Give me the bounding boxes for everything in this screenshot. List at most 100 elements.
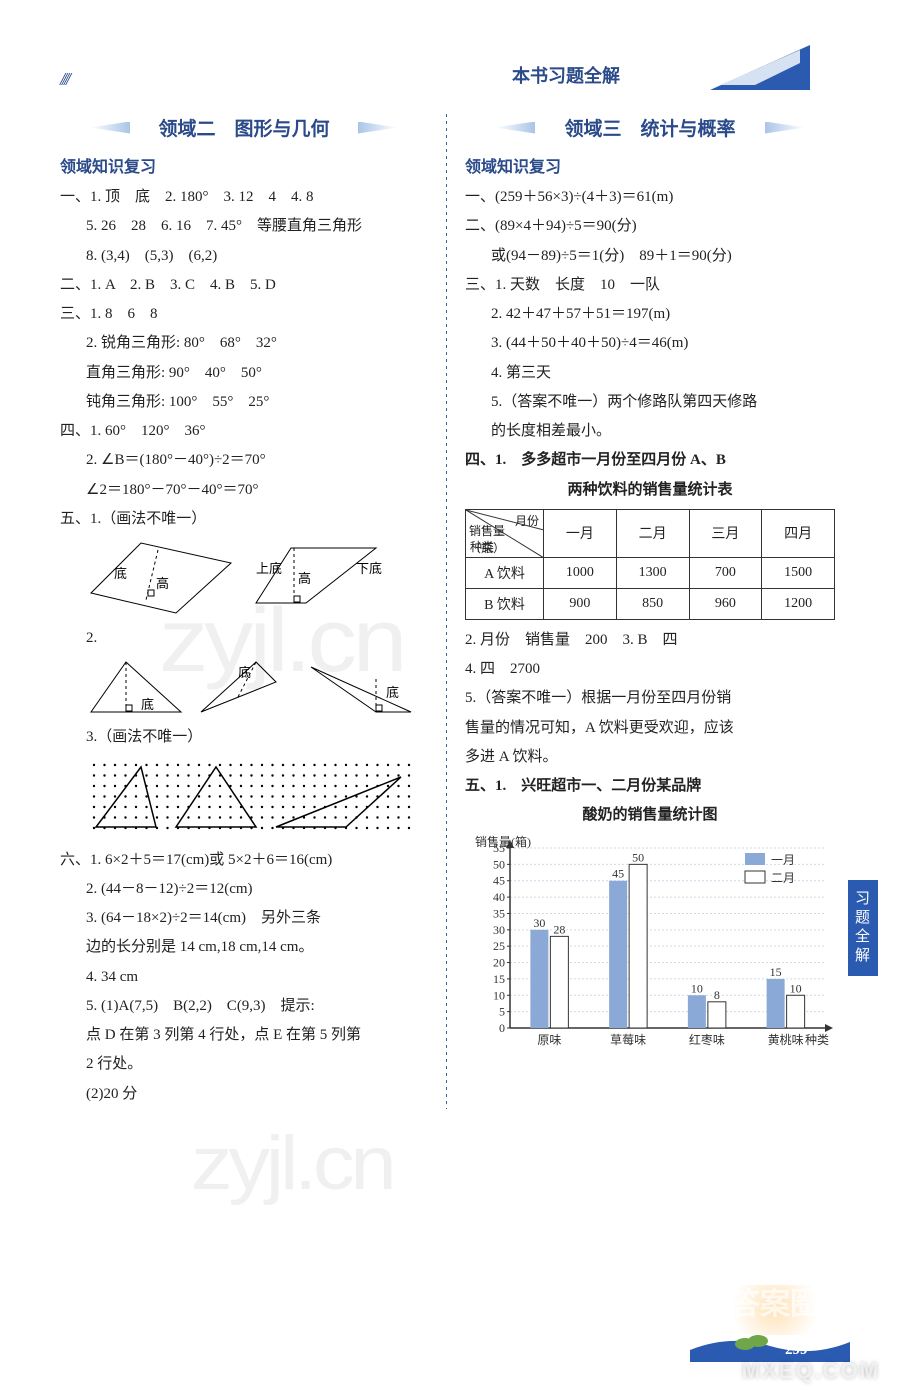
r-4-lead: 四、1. 多多超市一月份至四月份 A、B (465, 446, 835, 475)
svg-text:种类: 种类 (805, 1033, 829, 1047)
l-3-3: 直角三角形: 90° 40° 50° (60, 359, 428, 388)
fig5-1: 底 高 下底 上底 高 (86, 538, 428, 618)
svg-text:15: 15 (493, 971, 505, 985)
l-5-1: 五、1.（画法不唯一） (60, 505, 428, 534)
watermark-icon: zyjl.cn (191, 1120, 392, 1207)
l-5-2: 2. (60, 624, 428, 653)
l-1-1: 一、1. 顶 底 2. 180° 3. 12 4 4. 8 (60, 183, 428, 212)
answer-badge-icon: 答案圈 (720, 1285, 830, 1335)
l-6-6: (2)20 分 (60, 1080, 428, 1109)
footer-watermark: MXEQ.COM (742, 1358, 880, 1384)
l-4-2: 2. ∠B＝(180°－40°)÷2＝70° (60, 446, 428, 475)
svg-text:草莓味: 草莓味 (610, 1033, 646, 1047)
svg-text:10: 10 (790, 981, 802, 995)
side-tab: 习题全解 (848, 880, 878, 976)
svg-text:28: 28 (553, 922, 565, 936)
l-6-2: 2. (44－8－12)÷2＝12(cm) (60, 875, 428, 904)
col-1: 一月 (544, 509, 617, 557)
r-3-5: 5.（答案不唯一）两个修路队第四天修路 (465, 388, 835, 417)
l-3-2: 2. 锐角三角形: 80° 68° 32° (60, 329, 428, 358)
sales-table: 月份 销售量（瓶） 种类 一月 二月 三月 四月 A 饮料 1000 1300 … (465, 509, 835, 620)
r-4-4: 4. 四 2700 (465, 655, 835, 684)
l-6-5b: 点 D 在第 3 列第 4 行处，点 E 在第 5 列第 (60, 1021, 428, 1050)
l-4-3: ∠2＝180°－70°－40°＝70° (60, 476, 428, 505)
table-row: B 饮料 900 850 960 1200 (466, 588, 835, 619)
right-column: 领域三 统计与概率 领域知识复习 一、(259＋56×3)÷(4＋3)＝61(m… (465, 110, 835, 1109)
r-4-5c: 多进 A 饮料。 (465, 743, 835, 772)
table-row: A 饮料 1000 1300 700 1500 (466, 557, 835, 588)
l-1-3: 8. (3,4) (5,3) (6,2) (60, 242, 428, 271)
left-column: 领域二 图形与几何 领域知识复习 一、1. 顶 底 2. 180° 3. 12 … (60, 110, 428, 1109)
section-title-left: 领域二 图形与几何 (60, 110, 428, 145)
svg-text:高: 高 (298, 571, 311, 586)
svg-text:5: 5 (499, 1004, 505, 1018)
l-6-1: 六、1. 6×2＋5＝17(cm)或 5×2＋6＝16(cm) (60, 846, 428, 875)
table-diag-header: 月份 销售量（瓶） 种类 (466, 509, 544, 557)
l-6-5: 5. (1)A(7,5) B(2,2) C(9,3) 提示: (60, 992, 428, 1021)
r-3-5b: 的长度相差最小。 (465, 417, 835, 446)
r-4-5b: 售量的情况可知，A 饮料更受欢迎，应该 (465, 714, 835, 743)
subhead-right: 领域知识复习 (465, 153, 835, 177)
col-4: 四月 (762, 509, 835, 557)
svg-text:299: 299 (785, 1342, 808, 1358)
col-2: 二月 (616, 509, 689, 557)
l-5-3: 3.（画法不唯一） (60, 723, 428, 752)
svg-text:底: 底 (141, 697, 154, 712)
r-3-3: 3. (44＋50＋40＋50)÷4＝46(m) (465, 329, 835, 358)
l-6-5c: 2 行处。 (60, 1050, 428, 1079)
svg-text:红枣味: 红枣味 (689, 1032, 725, 1047)
r-3-2: 2. 42＋47＋57＋51＝197(m) (465, 300, 835, 329)
r-3-1: 三、1. 天数 长度 10 一队 (465, 271, 835, 300)
svg-text:10: 10 (493, 988, 505, 1002)
svg-text:上底: 上底 (256, 561, 282, 576)
svg-text:底: 底 (386, 685, 399, 700)
svg-text:底: 底 (114, 566, 127, 581)
svg-text:50: 50 (493, 857, 505, 871)
page-header: //// 本书习题全解 (0, 40, 900, 100)
l-3-1: 三、1. 8 6 8 (60, 300, 428, 329)
svg-text:8: 8 (714, 987, 720, 1001)
column-divider (446, 114, 447, 1109)
r-4-2: 2. 月份 销售量 200 3. B 四 (465, 626, 835, 655)
svg-text:原味: 原味 (537, 1033, 561, 1047)
svg-text:销售量(箱): 销售量(箱) (475, 834, 531, 849)
r-2a: 二、(89×4＋94)÷5＝90(分) (465, 212, 835, 241)
svg-text:20: 20 (493, 955, 505, 969)
fig5-2: 底 底 底 (86, 657, 428, 717)
svg-text:0: 0 (499, 1021, 505, 1035)
svg-text:下底: 下底 (356, 561, 382, 576)
svg-text:35: 35 (493, 906, 505, 920)
svg-text:25: 25 (493, 939, 505, 953)
col-3: 三月 (689, 509, 762, 557)
l-3-4: 钝角三角形: 100° 55° 25° (60, 388, 428, 417)
l-6-3b: 边的长分别是 14 cm,18 cm,14 cm。 (60, 933, 428, 962)
bar-chart: 0510152025303540455055销售量(箱)种类一月二月3028原味… (465, 833, 835, 1063)
r-4-lead2: 两种饮料的销售量统计表 (465, 476, 835, 505)
dot-grid-fig (86, 757, 416, 837)
header-title: 本书习题全解 (512, 62, 620, 88)
svg-text:40: 40 (493, 890, 505, 904)
svg-text:10: 10 (691, 981, 703, 995)
r-5-lead2: 酸奶的销售量统计图 (465, 801, 835, 830)
r-5-lead: 五、1. 兴旺超市一、二月份某品牌 (465, 772, 835, 801)
svg-text:二月: 二月 (771, 871, 795, 885)
svg-text:黄桃味: 黄桃味 (768, 1032, 804, 1047)
triangle-ruler-icon (700, 35, 820, 95)
subhead-left: 领域知识复习 (60, 153, 428, 177)
svg-text:高: 高 (156, 576, 169, 591)
svg-text:30: 30 (533, 915, 545, 929)
l-1-2: 5. 26 28 6. 16 7. 45° 等腰直角三角形 (60, 212, 428, 241)
svg-text:15: 15 (770, 964, 782, 978)
r-3-4: 4. 第三天 (465, 359, 835, 388)
section-title-right: 领域三 统计与概率 (465, 110, 835, 145)
svg-text:一月: 一月 (771, 853, 795, 867)
r-2b: 或(94－89)÷5＝1(分) 89＋1＝90(分) (465, 242, 835, 271)
l-6-3: 3. (64－18×2)÷2＝14(cm) 另外三条 (60, 904, 428, 933)
svg-text:底: 底 (238, 665, 251, 680)
header-strokes: //// (60, 69, 68, 90)
svg-text:45: 45 (612, 866, 624, 880)
l-4-1: 四、1. 60° 120° 36° (60, 417, 428, 446)
svg-text:45: 45 (493, 873, 505, 887)
svg-text:50: 50 (632, 850, 644, 864)
r-4-5a: 5.（答案不唯一）根据一月份至四月份销 (465, 684, 835, 713)
